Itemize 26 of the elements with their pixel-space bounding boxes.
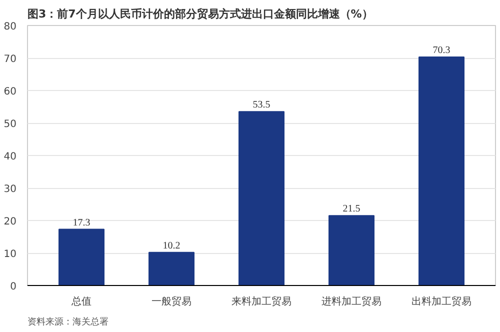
chart-title: 图3：前7个月以人民币计价的部分贸易方式进出口金额同比增速（%） bbox=[28, 8, 373, 20]
y-tick-label: 40 bbox=[4, 152, 17, 162]
y-tick-label: 10 bbox=[4, 249, 17, 260]
bar bbox=[58, 228, 104, 286]
y-tick-label: 30 bbox=[4, 184, 17, 195]
data-label: 70.3 bbox=[432, 45, 450, 56]
y-tick-label: 20 bbox=[4, 216, 17, 228]
x-tick-label: 进料加工贸易 bbox=[322, 296, 382, 308]
data-label: 10.2 bbox=[162, 240, 180, 252]
x-tick-label: 出料加工贸易 bbox=[412, 296, 472, 308]
y-tick-label: 50 bbox=[4, 119, 17, 130]
y-tick-label: 60 bbox=[4, 86, 17, 98]
x-tick-label: 一般贸易 bbox=[152, 296, 192, 308]
x-tick-label: 总值 bbox=[70, 296, 92, 308]
bar bbox=[148, 252, 194, 286]
data-label: 17.3 bbox=[72, 217, 90, 228]
text: 资料来源：海关总署 bbox=[28, 316, 108, 328]
x-tick-label: 来料加工贸易 bbox=[232, 296, 292, 308]
bar bbox=[328, 215, 374, 286]
bar bbox=[238, 111, 284, 286]
y-tick-label: 80 bbox=[4, 22, 17, 32]
y-tick-label: 0 bbox=[10, 282, 17, 292]
data-label: 21.5 bbox=[342, 204, 360, 215]
y-tick-label: 70 bbox=[4, 54, 17, 65]
bar bbox=[418, 56, 464, 286]
data-label: 53.5 bbox=[252, 100, 270, 111]
